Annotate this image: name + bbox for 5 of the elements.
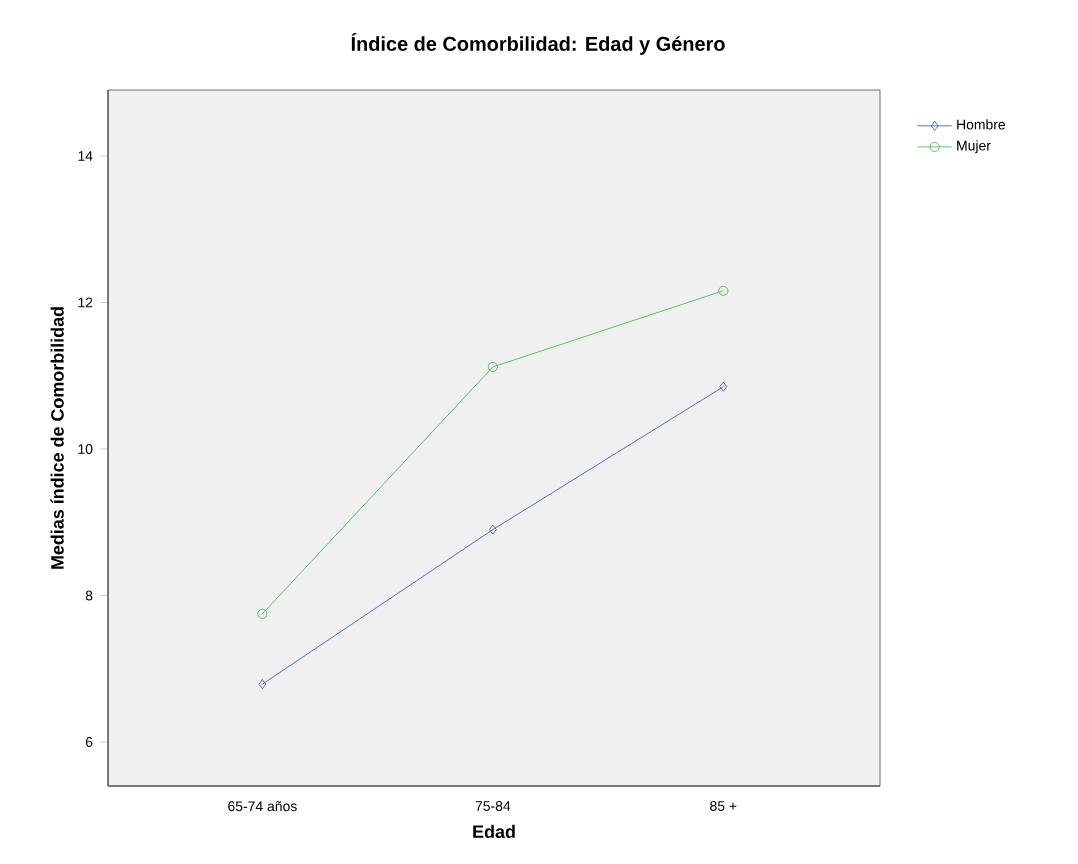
point bbox=[487, 361, 498, 372]
x-axis-title: Edad bbox=[473, 824, 515, 839]
point bbox=[489, 524, 497, 535]
y-axis-title: Medias índice de Comorbilidad bbox=[50, 307, 64, 569]
chart-title: Índice de Comorbilidad: Edad y Género bbox=[351, 33, 725, 55]
